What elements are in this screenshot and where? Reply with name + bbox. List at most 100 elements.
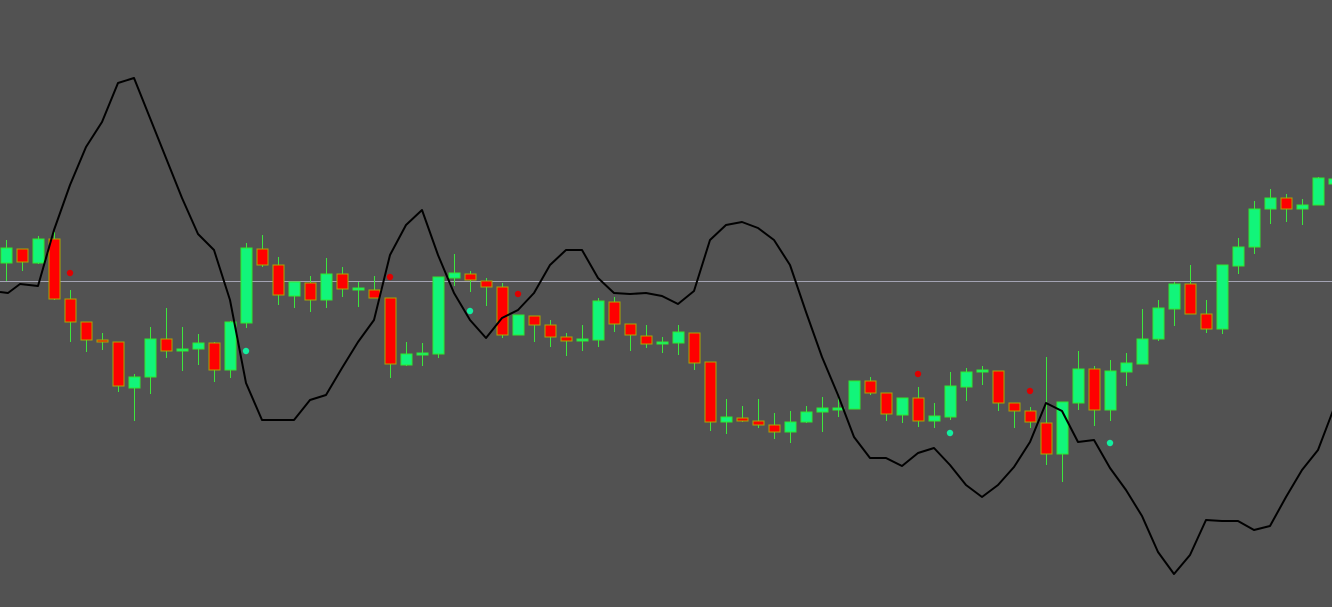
candle-body: [1280, 197, 1293, 210]
candle-body: [1008, 402, 1021, 412]
candle-body: [320, 273, 333, 301]
candle-body: [496, 286, 509, 336]
sell-signal-dot: [514, 290, 522, 298]
candle-body: [0, 247, 13, 264]
bullish-candle: [400, 342, 413, 366]
candle-body: [528, 315, 541, 326]
bullish-candle: [1312, 177, 1325, 206]
candle-body: [160, 338, 173, 352]
candle-body: [336, 273, 349, 290]
bearish-candle: [1184, 265, 1197, 315]
bullish-candle: [592, 298, 605, 347]
bullish-candle: [0, 240, 13, 281]
candle-body: [480, 280, 493, 288]
buy-signal-dot: [466, 307, 474, 315]
oscillator-layer: [0, 77, 1332, 575]
candle-body: [992, 370, 1005, 404]
bearish-candle: [544, 320, 557, 347]
bullish-candle: [896, 397, 909, 423]
buy-signal-dot: [946, 429, 954, 437]
bullish-candle: [512, 314, 525, 336]
candle-body: [128, 376, 141, 389]
candle-body: [672, 331, 685, 344]
candles-layer: [0, 177, 1332, 482]
bullish-candle: [1232, 238, 1245, 274]
bearish-candle: [480, 278, 493, 306]
candle-body: [736, 417, 749, 422]
candle-body: [1248, 208, 1261, 248]
bullish-candle: [1248, 201, 1261, 254]
candle-body: [1024, 410, 1037, 423]
candle-body: [1072, 368, 1085, 404]
candle-body: [80, 321, 93, 341]
bearish-candle: [864, 377, 877, 395]
bullish-candle: [1328, 178, 1332, 185]
bearish-candle: [112, 341, 125, 392]
candle-body: [144, 338, 157, 378]
candle-body: [1088, 368, 1101, 411]
bullish-candle: [928, 403, 941, 428]
bearish-candle: [384, 297, 397, 378]
candle-body: [1104, 370, 1117, 411]
bearish-candle: [528, 315, 541, 342]
bullish-candle: [448, 254, 461, 286]
bearish-candle: [1280, 194, 1293, 222]
bullish-candle: [720, 399, 733, 434]
candle-body: [976, 369, 989, 373]
candle-body: [64, 298, 77, 323]
buy-signal-dot: [242, 347, 250, 355]
bearish-candle: [1040, 357, 1053, 465]
bearish-candle: [912, 387, 925, 427]
candle-body: [272, 264, 285, 296]
bullish-candle: [944, 372, 957, 420]
bearish-candle: [1008, 402, 1021, 428]
bearish-candle: [880, 392, 893, 421]
candle-body: [512, 314, 525, 336]
sell-signal-dot: [914, 370, 922, 378]
bullish-candle: [224, 321, 237, 378]
candle-body: [1168, 283, 1181, 310]
candle-body: [640, 335, 653, 345]
candle-body: [32, 238, 45, 264]
candle-body: [688, 332, 701, 364]
bullish-candle: [672, 325, 685, 355]
candle-body: [752, 420, 765, 426]
candle-body: [1040, 422, 1053, 455]
bullish-candle: [1072, 351, 1085, 410]
bearish-candle: [496, 283, 509, 338]
bearish-candle: [96, 333, 109, 350]
candle-body: [1232, 246, 1245, 267]
bullish-candle: [320, 258, 333, 308]
candle-body: [592, 300, 605, 341]
candle-body: [192, 342, 205, 350]
candle-body: [560, 336, 573, 342]
candle-body: [16, 248, 29, 263]
bearish-candle: [768, 413, 781, 439]
signal-dots-layer: [66, 269, 1114, 447]
bullish-candle: [352, 282, 365, 307]
bearish-candle: [80, 321, 93, 352]
candle-body: [224, 321, 237, 371]
bullish-candle: [784, 411, 797, 443]
candle-body: [864, 380, 877, 394]
candle-body: [1184, 283, 1197, 315]
candle-body: [800, 411, 813, 423]
sell-signal-dot: [1026, 387, 1034, 395]
candle-body: [928, 415, 941, 422]
candle-body: [1328, 178, 1332, 185]
bearish-candle: [688, 332, 701, 370]
candle-body: [432, 276, 445, 355]
bullish-candle: [960, 368, 973, 401]
candle-body: [960, 371, 973, 388]
bullish-candle: [128, 374, 141, 421]
candle-body: [784, 421, 797, 433]
bearish-candle: [608, 297, 621, 332]
bullish-candle: [1152, 300, 1165, 341]
candle-body: [208, 342, 221, 371]
bearish-candle: [160, 308, 173, 358]
bearish-candle: [752, 399, 765, 428]
bearish-candle: [736, 406, 749, 422]
bullish-candle: [576, 325, 589, 351]
